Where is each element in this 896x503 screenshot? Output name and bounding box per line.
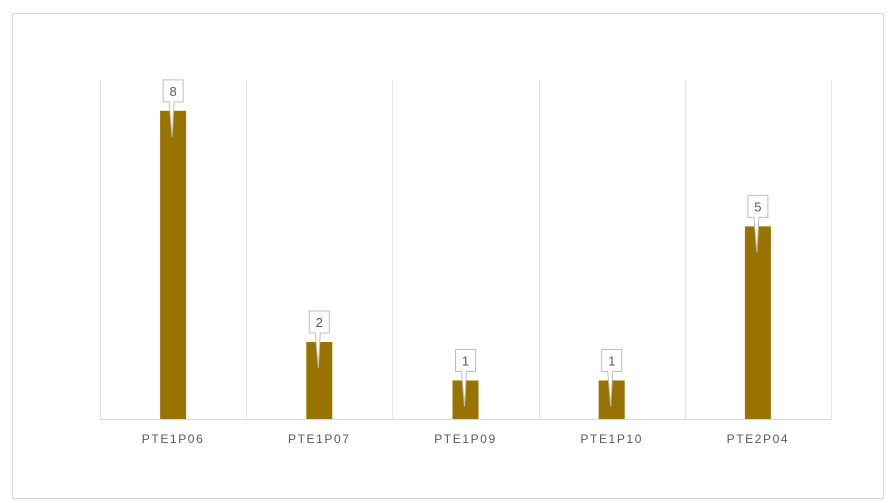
data-label: 1 [608,353,615,368]
data-label: 5 [754,199,761,214]
x-tick-label: PTE1P06 [142,432,205,446]
data-label-callout [601,348,623,407]
data-label-callout [162,79,184,137]
x-tick-label: PTE2P04 [727,432,790,446]
chart-area [12,13,884,499]
x-tick-label: PTE1P10 [580,432,643,446]
data-label-callout [455,348,476,407]
bar-pte2p04 [744,226,771,419]
data-label: 2 [316,315,323,330]
bars [160,110,771,420]
x-tick-label: PTE1P07 [288,432,351,446]
data-label: 1 [462,353,469,368]
data-label: 8 [169,84,176,99]
data-labels: 8 2 1 1 5 [162,79,769,407]
x-tick-label: PTE1P09 [434,432,497,446]
data-label-callout [308,310,330,368]
bar-pte1p06 [160,110,187,420]
gridlines [100,80,832,419]
data-label-callout [747,194,769,253]
category-tick-labels: PTE1P06 PTE1P07 PTE1P09 PTE1P10 PTE2P04 [142,432,790,446]
